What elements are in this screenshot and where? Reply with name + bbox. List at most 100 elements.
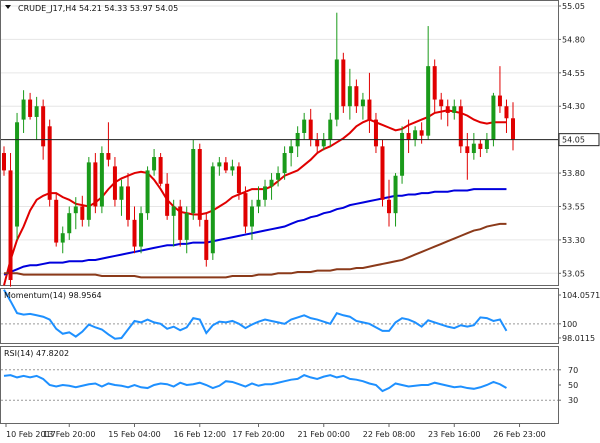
candle-body — [328, 119, 333, 140]
candle-body — [165, 183, 170, 216]
bullish-candle — [360, 92, 365, 120]
price-tick-label: 54.55 — [562, 69, 585, 78]
bearish-candle — [243, 186, 248, 234]
candle-body — [289, 146, 294, 154]
bearish-candle — [315, 132, 320, 154]
candle-body — [106, 153, 111, 160]
oscillators — [1, 289, 558, 401]
bullish-candle — [452, 99, 457, 120]
bearish-candle — [2, 146, 6, 176]
candle-body — [243, 193, 248, 227]
bullish-candle — [152, 149, 157, 176]
candle-body — [28, 99, 33, 117]
bullish-candle — [321, 132, 326, 151]
bullish-candle — [230, 159, 235, 176]
candle-body — [41, 106, 46, 147]
candle-body — [393, 175, 398, 214]
candle-body — [432, 66, 437, 100]
candle-body — [276, 173, 281, 180]
candle-body — [465, 146, 470, 154]
time-tick-label: 17 Feb 20:00 — [232, 430, 284, 439]
candle-body — [93, 162, 98, 207]
bullish-candle — [289, 139, 294, 167]
candle-body — [452, 106, 457, 113]
candle-body — [321, 139, 326, 147]
rsi-header: RSI(14) 47.8202 — [4, 349, 69, 358]
candle-body — [504, 106, 509, 119]
bullish-candle — [393, 173, 398, 227]
price-tick-label: 55.05 — [562, 2, 585, 11]
candle-body — [178, 206, 183, 240]
candle-body — [400, 132, 405, 176]
candle-body — [282, 153, 287, 174]
candle-body — [80, 206, 85, 220]
main-header: CRUDE_J17,H4 54.21 54.33 53.97 54.05 — [18, 4, 178, 13]
rsi-line — [3, 374, 507, 393]
bearish-candle — [197, 143, 202, 227]
time-tick-label: 10 Feb 2017 — [6, 430, 56, 439]
candle-body — [471, 143, 476, 154]
candle-body — [60, 233, 65, 243]
bullish-candle — [400, 126, 405, 184]
bearish-candle — [106, 122, 111, 167]
bearish-candle — [511, 102, 515, 151]
candle-body — [158, 157, 163, 184]
bearish-candle — [41, 99, 46, 160]
bearish-candle — [367, 72, 372, 133]
candlesticks — [2, 12, 515, 287]
candle-body — [54, 199, 59, 243]
bullish-candle — [73, 197, 78, 230]
candle-body — [119, 186, 124, 200]
candle-body — [315, 139, 320, 147]
candle-body — [439, 99, 444, 107]
rsi-tick-label: 30 — [568, 396, 578, 405]
bullish-candle — [347, 68, 352, 120]
rsi-tick-label: 50 — [568, 381, 578, 390]
bearish-candle — [406, 119, 411, 154]
candle-body — [15, 122, 20, 227]
candle-body — [86, 162, 91, 220]
bullish-candle — [426, 26, 431, 140]
candle-body — [217, 162, 222, 167]
bearish-candle — [432, 59, 437, 113]
bullish-candle — [256, 186, 261, 214]
candle-body — [73, 206, 78, 214]
bearish-candle — [354, 79, 359, 113]
bearish-candle — [373, 112, 378, 154]
bullish-candle — [60, 226, 65, 254]
bearish-candle — [8, 153, 13, 287]
candle-body — [2, 153, 6, 171]
momentum-tick-label: 100 — [562, 320, 577, 329]
bearish-candle — [387, 179, 392, 227]
bearish-candle — [125, 173, 130, 227]
bullish-candle — [139, 206, 144, 254]
momentum-header: Momentum(14) 98.9564 — [4, 291, 102, 300]
candle-body — [132, 219, 137, 247]
candle-body — [191, 149, 196, 214]
candle-body — [426, 66, 431, 136]
bullish-candle — [282, 146, 287, 180]
price-tick-label: 53.30 — [562, 236, 585, 245]
candle-body — [152, 157, 157, 171]
bullish-candle — [86, 157, 91, 227]
bullish-candle — [471, 132, 476, 160]
bearish-candle — [132, 206, 137, 254]
candle-body — [223, 162, 228, 171]
candle-body — [458, 106, 463, 147]
candle-body — [380, 146, 385, 200]
bullish-candle — [171, 199, 176, 247]
candle-body — [99, 153, 104, 207]
candle-body — [354, 86, 359, 107]
bullish-candle — [145, 166, 150, 220]
bearish-candle — [380, 139, 385, 207]
candle-body — [341, 59, 346, 107]
bullish-candle — [67, 206, 72, 240]
candle-body — [263, 186, 268, 200]
candle-body — [34, 106, 39, 117]
price-tick-label: 54.80 — [562, 35, 585, 44]
collapse-triangle-icon[interactable] — [5, 5, 11, 9]
bearish-candle — [165, 173, 170, 220]
bullish-candle — [119, 179, 124, 216]
candle-body — [491, 95, 496, 140]
momentum-line — [3, 289, 508, 340]
